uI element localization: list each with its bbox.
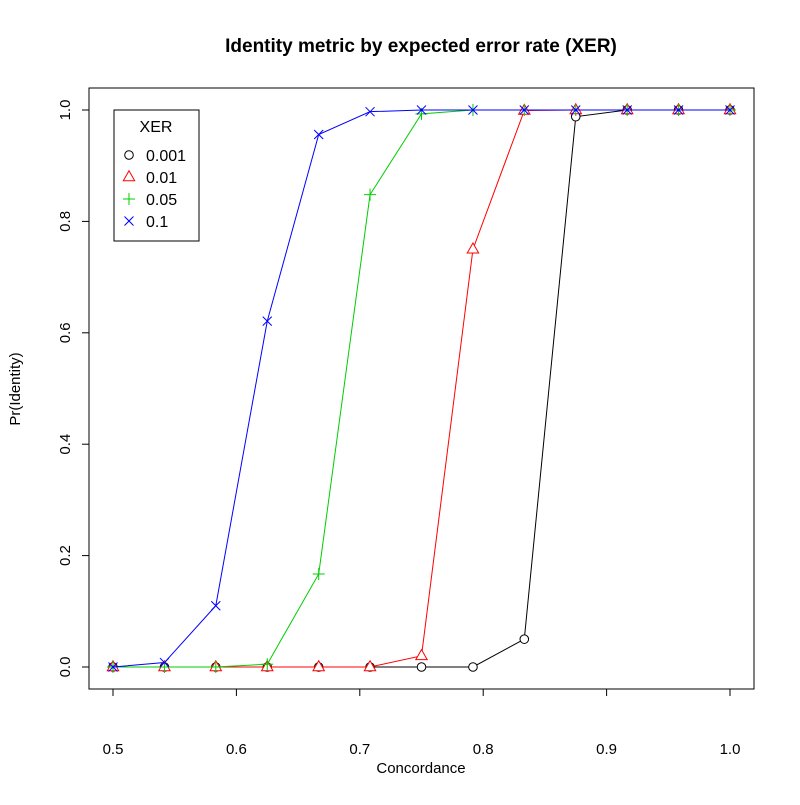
series-layer (106, 102, 737, 673)
data-point (313, 129, 324, 140)
x-tick-label: 0.7 (349, 741, 370, 758)
data-point (519, 105, 530, 115)
series-line (113, 109, 730, 668)
legend-title: XER (140, 119, 173, 136)
data-point (209, 661, 222, 673)
data-point (468, 105, 478, 115)
legend-label: 0.001 (146, 148, 186, 165)
data-point (365, 106, 375, 117)
series-line (112, 109, 730, 668)
data-point (312, 567, 325, 580)
y-tick-label: 0.4 (57, 434, 74, 455)
data-point (364, 188, 377, 201)
data-point (312, 659, 326, 672)
data-point (622, 105, 633, 115)
y-tick-label: 0.0 (57, 657, 74, 678)
data-point (261, 658, 274, 671)
data-point (108, 662, 118, 672)
data-point (519, 634, 530, 644)
legend-label: 0.01 (146, 170, 177, 187)
legend-marker (124, 216, 134, 226)
data-point (414, 648, 429, 661)
data-point (210, 600, 221, 611)
legend-label: 0.1 (146, 214, 168, 231)
data-point (570, 105, 581, 115)
y-tick-label: 0.6 (57, 322, 74, 343)
legend-marker (123, 193, 135, 205)
legend-marker (122, 169, 136, 182)
x-tick-label: 1.0 (720, 741, 741, 758)
y-axis-label: Pr(Identity) (7, 352, 24, 425)
axes: 0.5 0.6 0.7 0.8 0.9 1.0 0.0 0.2 0.4 0.6 0.8 1.0 (57, 100, 740, 758)
data-point (262, 316, 273, 326)
y-tick-label: 0.8 (57, 211, 74, 232)
x-axis-label: Concordance (376, 760, 465, 777)
data-point (416, 105, 427, 115)
chart-title: Identity metric by expected error rate (… (225, 36, 617, 57)
data-point (725, 105, 735, 115)
series-0-1 (108, 105, 735, 672)
data-point (416, 662, 427, 672)
data-point (363, 659, 377, 672)
legend: XER 0.001 0.01 0.05 0.1 (113, 109, 200, 242)
data-point (673, 105, 684, 115)
legend-marker (124, 150, 134, 160)
x-tick-label: 0.8 (473, 741, 494, 758)
legend-label: 0.05 (146, 192, 177, 209)
series-line (113, 109, 730, 668)
series-line (113, 109, 730, 668)
data-point (159, 657, 170, 668)
series-0-001 (108, 105, 735, 672)
y-tick-label: 0.2 (57, 545, 74, 566)
x-tick-label: 0.5 (103, 741, 124, 758)
series-0-05 (107, 104, 736, 673)
data-point (466, 242, 480, 254)
x-tick-label: 0.9 (596, 741, 617, 758)
data-point (468, 662, 478, 672)
y-tick-label: 1.0 (57, 100, 74, 121)
x-tick-label: 0.6 (226, 741, 247, 758)
series-0-01 (106, 102, 737, 672)
